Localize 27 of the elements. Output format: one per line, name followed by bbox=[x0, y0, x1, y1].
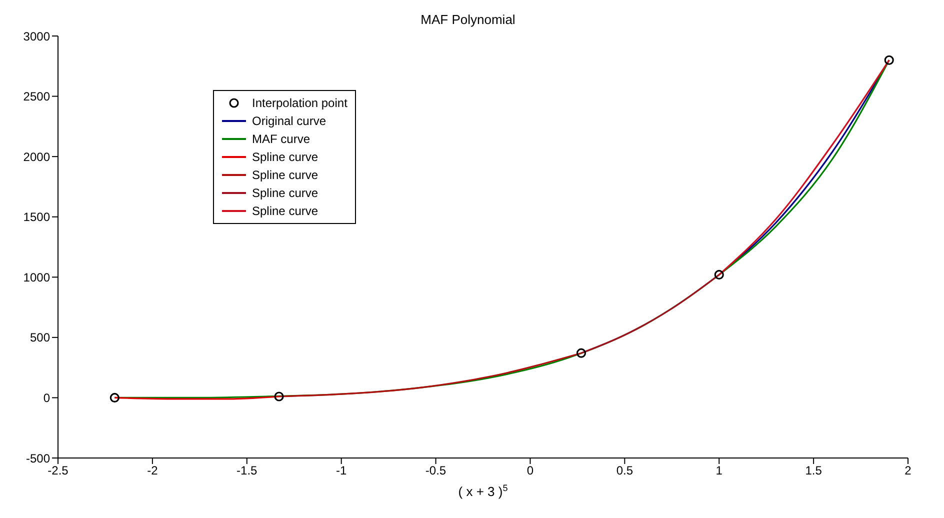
legend-label: Spline curve bbox=[252, 149, 318, 166]
legend-label: Spline curve bbox=[252, 203, 318, 220]
y-tick-label: 3000 bbox=[23, 29, 50, 44]
x-tick-label: -0.5 bbox=[425, 464, 446, 478]
x-tick-label: -2 bbox=[147, 464, 158, 478]
legend-label: MAF curve bbox=[252, 131, 310, 148]
x-tick-label: 0.5 bbox=[616, 464, 634, 478]
x-tick-label: 1 bbox=[716, 464, 723, 478]
y-tick-label: -500 bbox=[26, 451, 50, 466]
y-tick-label: 2500 bbox=[23, 90, 50, 104]
x-tick-label: 0 bbox=[526, 464, 534, 478]
x-tick-label: 2 bbox=[904, 464, 912, 478]
legend-label: Spline curve bbox=[252, 167, 318, 184]
x-tick-label: -2.5 bbox=[48, 464, 69, 478]
y-tick-label: 2000 bbox=[23, 150, 50, 164]
legend-label: Spline curve bbox=[252, 185, 318, 202]
x-tick-label: -1 bbox=[336, 464, 347, 478]
legend-label: Original curve bbox=[252, 113, 326, 130]
y-tick-label: 1000 bbox=[23, 270, 50, 284]
x-tick-label: -1.5 bbox=[236, 464, 258, 478]
y-tick-label: 1500 bbox=[23, 210, 50, 224]
legend-label: Interpolation point bbox=[252, 95, 348, 112]
x-tick-label: 1.5 bbox=[805, 464, 822, 478]
y-tick-label: 0 bbox=[43, 390, 50, 405]
y-tick-label: 500 bbox=[30, 330, 50, 345]
chart-title: MAF Polynomial bbox=[420, 12, 516, 27]
x-axis-title: ( x + 3 )$^{5}$ bbox=[458, 483, 508, 499]
